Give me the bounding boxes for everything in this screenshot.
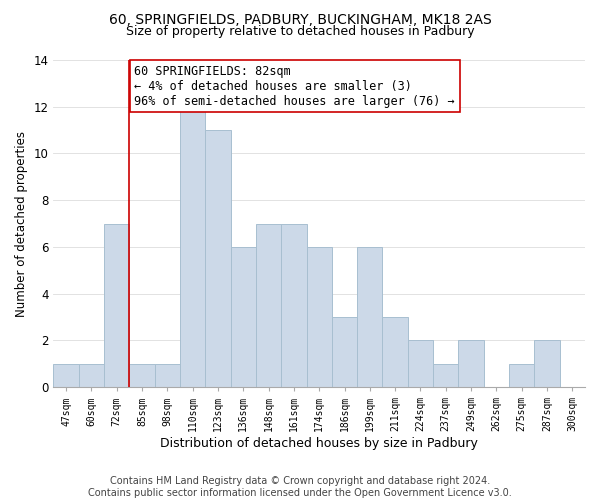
Bar: [205, 130, 230, 387]
Bar: [53, 364, 79, 387]
Bar: [180, 106, 205, 387]
Bar: [256, 224, 281, 387]
Bar: [433, 364, 458, 387]
Bar: [307, 247, 332, 387]
Text: Contains HM Land Registry data © Crown copyright and database right 2024.
Contai: Contains HM Land Registry data © Crown c…: [88, 476, 512, 498]
Bar: [509, 364, 535, 387]
Text: Size of property relative to detached houses in Padbury: Size of property relative to detached ho…: [125, 25, 475, 38]
Bar: [535, 340, 560, 387]
Bar: [104, 224, 130, 387]
Bar: [79, 364, 104, 387]
Bar: [230, 247, 256, 387]
Text: 60 SPRINGFIELDS: 82sqm
← 4% of detached houses are smaller (3)
96% of semi-detac: 60 SPRINGFIELDS: 82sqm ← 4% of detached …: [134, 64, 455, 108]
Y-axis label: Number of detached properties: Number of detached properties: [15, 130, 28, 316]
Bar: [332, 317, 357, 387]
Bar: [408, 340, 433, 387]
Bar: [155, 364, 180, 387]
Bar: [281, 224, 307, 387]
Bar: [458, 340, 484, 387]
Bar: [357, 247, 382, 387]
Text: 60, SPRINGFIELDS, PADBURY, BUCKINGHAM, MK18 2AS: 60, SPRINGFIELDS, PADBURY, BUCKINGHAM, M…: [109, 12, 491, 26]
Bar: [382, 317, 408, 387]
Bar: [130, 364, 155, 387]
X-axis label: Distribution of detached houses by size in Padbury: Distribution of detached houses by size …: [160, 437, 478, 450]
